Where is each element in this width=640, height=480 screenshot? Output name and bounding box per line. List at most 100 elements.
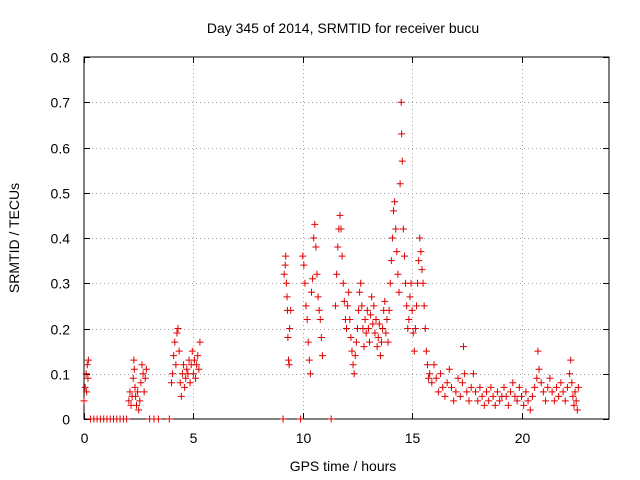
data-point	[308, 288, 315, 296]
data-point	[376, 352, 384, 360]
data-point	[365, 338, 373, 346]
data-point	[534, 347, 542, 355]
data-point	[573, 406, 581, 414]
data-point	[350, 370, 358, 378]
data-point	[302, 302, 310, 310]
data-point	[493, 388, 501, 396]
data-point	[467, 383, 475, 391]
data-point	[511, 392, 519, 400]
data-point	[142, 365, 150, 373]
data-point	[378, 338, 385, 346]
data-point	[84, 356, 92, 364]
data-point	[426, 370, 434, 378]
data-point	[561, 397, 569, 405]
data-point	[408, 306, 416, 314]
data-point	[317, 334, 325, 342]
data-point	[186, 379, 194, 387]
data-point	[351, 352, 359, 360]
data-point	[303, 315, 311, 323]
y-tick-label: 0.1	[51, 367, 71, 383]
data-point	[395, 288, 403, 296]
data-point	[327, 415, 335, 423]
data-point	[520, 401, 528, 409]
data-point	[456, 392, 464, 400]
data-point	[315, 306, 323, 314]
data-point	[566, 370, 574, 378]
data-point	[282, 252, 290, 260]
data-point	[358, 302, 366, 310]
data-point	[195, 365, 203, 373]
data-point	[188, 347, 196, 355]
data-point	[515, 383, 523, 391]
data-point	[165, 415, 173, 423]
data-point	[528, 392, 536, 400]
data-point	[357, 279, 365, 287]
data-point	[531, 383, 539, 391]
data-point	[491, 401, 499, 409]
data-point	[544, 383, 552, 391]
data-point	[309, 275, 317, 283]
data-point	[80, 397, 88, 405]
data-point	[83, 361, 91, 369]
data-point	[194, 352, 202, 360]
data-point	[472, 388, 480, 396]
data-point	[403, 302, 411, 310]
x-tick-label: 20	[515, 430, 531, 446]
x-tick-label: 15	[405, 430, 421, 446]
data-point	[522, 388, 530, 396]
data-point	[193, 361, 201, 369]
data-point	[474, 397, 482, 405]
data-point	[83, 388, 91, 396]
data-point	[405, 315, 413, 323]
data-point	[396, 180, 404, 188]
data-point	[535, 365, 543, 373]
data-point	[283, 293, 291, 301]
data-point	[572, 397, 580, 405]
data-point	[386, 279, 394, 287]
data-point	[388, 234, 396, 242]
data-point	[138, 361, 146, 369]
data-point	[421, 325, 429, 332]
data-point	[304, 338, 312, 346]
data-point	[84, 374, 92, 382]
data-point	[460, 343, 468, 351]
data-point	[406, 293, 414, 301]
data-point	[537, 379, 545, 387]
data-point	[465, 397, 473, 405]
data-point	[190, 356, 198, 364]
data-point	[285, 361, 293, 369]
data-point	[413, 302, 420, 310]
data-point	[375, 320, 383, 328]
data-point	[393, 248, 401, 256]
data-point	[130, 365, 138, 373]
data-point	[182, 374, 190, 382]
data-point	[170, 352, 178, 360]
data-point	[480, 401, 488, 409]
data-point	[418, 266, 426, 274]
data-point	[346, 315, 354, 323]
data-point	[175, 347, 183, 355]
data-point	[461, 370, 469, 378]
data-point	[569, 392, 577, 400]
axis-ticks: 0 0.1 0.2 0.3 0.4 0.5 0.6 0.7 0.8 0 5 10 15 20	[51, 50, 609, 446]
data-point	[125, 397, 133, 405]
data-point	[369, 320, 377, 328]
data-point	[526, 406, 534, 414]
y-tick-label: 0	[62, 412, 70, 428]
data-point	[337, 225, 345, 233]
data-point	[82, 370, 90, 378]
data-point	[432, 374, 440, 382]
data-point	[417, 248, 425, 256]
data-point	[439, 383, 447, 391]
data-point	[507, 388, 515, 396]
data-point	[334, 243, 342, 251]
data-point	[524, 397, 532, 405]
data-point	[279, 415, 287, 423]
data-point	[282, 279, 290, 287]
data-point	[177, 392, 185, 400]
data-point	[132, 392, 140, 400]
x-tick-label: 10	[296, 430, 312, 446]
data-point	[311, 220, 319, 228]
data-point	[410, 347, 418, 355]
